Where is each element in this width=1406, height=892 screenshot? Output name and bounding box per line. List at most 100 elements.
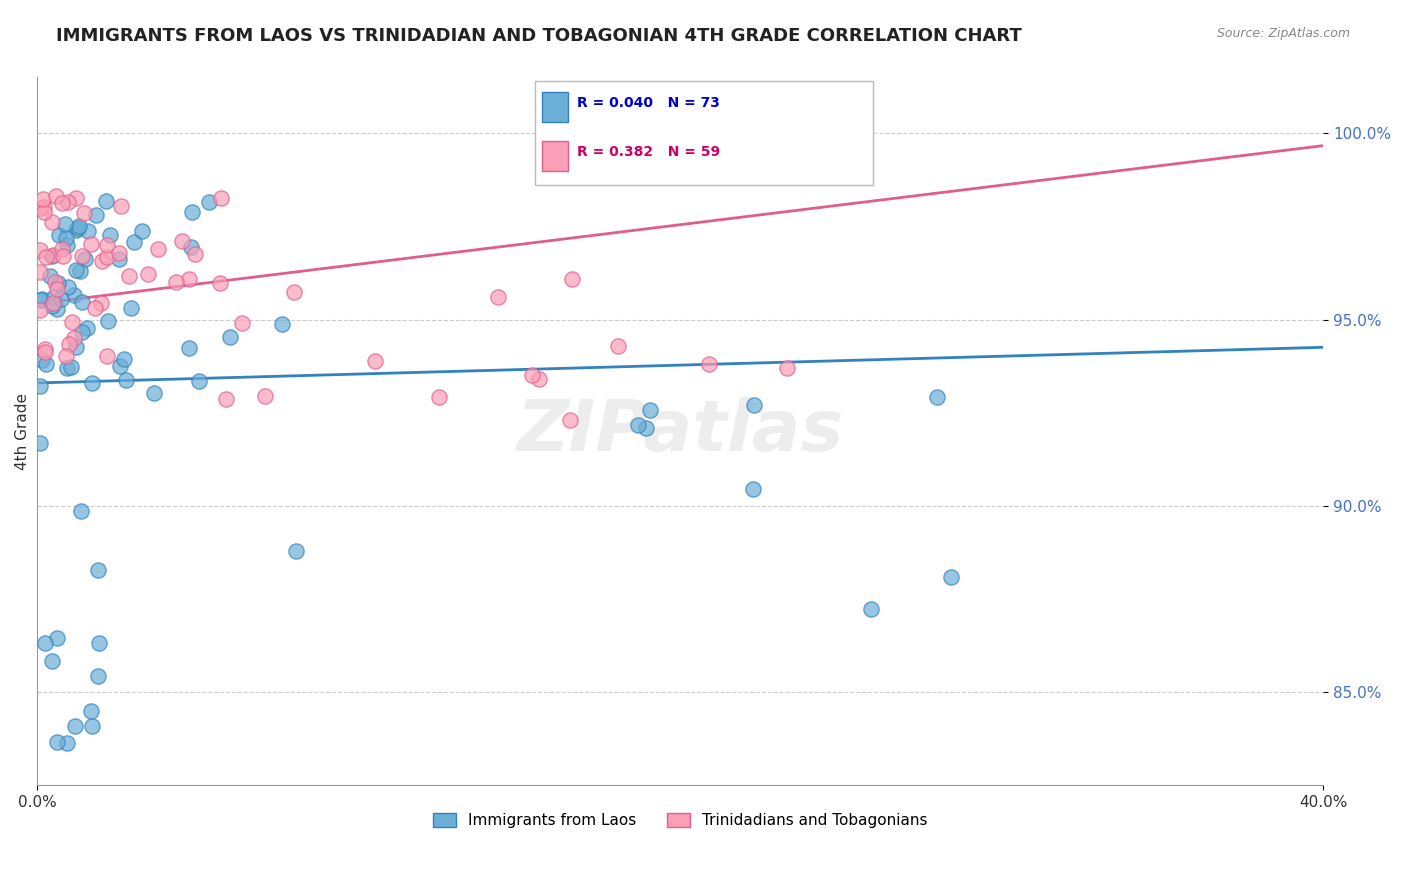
Point <box>96 238 118 252</box>
Text: Source: ZipAtlas.com: Source: ZipAtlas.com <box>1216 27 1350 40</box>
Point <box>38 269 60 284</box>
Point <box>215 392 238 406</box>
Point <box>284 544 307 558</box>
Bar <box>541 93 568 122</box>
Point <box>97 314 120 328</box>
Point <box>138 267 160 281</box>
Point <box>96 250 118 264</box>
Point <box>80 376 103 390</box>
Point <box>607 338 630 352</box>
Point <box>96 349 118 363</box>
Point <box>209 191 232 205</box>
Point <box>107 252 129 266</box>
Point <box>80 704 103 718</box>
Point <box>87 635 110 649</box>
Point <box>70 503 93 517</box>
Point <box>640 403 662 417</box>
Point <box>107 246 129 260</box>
Point <box>79 237 101 252</box>
Point <box>522 368 544 383</box>
Point <box>34 344 56 359</box>
Point <box>32 205 55 219</box>
Point <box>45 631 67 645</box>
Point <box>98 228 121 243</box>
Text: R = 0.382   N = 59: R = 0.382 N = 59 <box>578 145 720 159</box>
Point <box>775 361 797 376</box>
Point <box>32 192 55 206</box>
Point <box>271 317 294 331</box>
Point <box>45 735 67 749</box>
Point <box>120 301 142 315</box>
Point <box>56 280 79 294</box>
Point <box>32 200 55 214</box>
Point <box>30 436 52 450</box>
Point <box>84 208 107 222</box>
Point <box>859 602 882 616</box>
Point <box>76 320 98 334</box>
Point <box>45 282 67 296</box>
Y-axis label: 4th Grade: 4th Grade <box>15 392 30 470</box>
Point <box>73 206 96 220</box>
Point <box>165 276 187 290</box>
Point <box>62 315 84 329</box>
Point <box>80 719 103 733</box>
Point <box>634 421 657 435</box>
Point <box>55 349 77 363</box>
Point <box>184 247 207 261</box>
Point <box>179 341 201 355</box>
Point <box>124 235 146 249</box>
Point <box>55 231 77 245</box>
Legend: Immigrants from Laos, Trinidadians and Tobagonians: Immigrants from Laos, Trinidadians and T… <box>426 806 934 834</box>
Point <box>741 482 763 496</box>
Point <box>742 398 765 412</box>
Point <box>70 295 93 310</box>
Point <box>180 205 202 219</box>
Point <box>30 293 52 307</box>
Point <box>30 243 52 257</box>
Point <box>486 290 509 304</box>
Point <box>94 194 117 208</box>
Point <box>254 389 277 403</box>
Point <box>939 569 962 583</box>
Point <box>77 224 100 238</box>
Point <box>558 412 581 426</box>
Point <box>44 275 66 289</box>
Point <box>30 378 52 392</box>
Point <box>56 238 79 252</box>
Point <box>56 736 79 750</box>
Bar <box>541 141 568 170</box>
Text: ZIPatlas: ZIPatlas <box>516 397 844 466</box>
Point <box>90 296 112 310</box>
Point <box>46 301 69 316</box>
Point <box>34 635 56 649</box>
Point <box>427 390 450 404</box>
Point <box>53 217 76 231</box>
Point <box>42 248 65 262</box>
Point <box>58 337 80 351</box>
Point <box>65 262 87 277</box>
Point <box>925 390 948 404</box>
Point <box>364 354 387 368</box>
Point <box>41 300 63 314</box>
Point <box>65 340 87 354</box>
Point <box>65 191 87 205</box>
Point <box>131 224 153 238</box>
Point <box>66 220 89 235</box>
Point <box>45 189 67 203</box>
Point <box>231 316 253 330</box>
Point <box>30 265 52 279</box>
Point <box>84 301 107 315</box>
Point <box>63 719 86 733</box>
Point <box>63 287 86 301</box>
Point <box>209 276 232 290</box>
Point <box>55 360 77 375</box>
Point <box>31 292 53 306</box>
Bar <box>536 81 873 186</box>
Text: R = 0.040   N = 73: R = 0.040 N = 73 <box>578 96 720 111</box>
Point <box>30 303 52 318</box>
Point <box>118 269 141 284</box>
Text: IMMIGRANTS FROM LAOS VS TRINIDADIAN AND TOBAGONIAN 4TH GRADE CORRELATION CHART: IMMIGRANTS FROM LAOS VS TRINIDADIAN AND … <box>56 27 1022 45</box>
Point <box>65 223 87 237</box>
Point <box>30 201 52 215</box>
Point <box>283 285 305 300</box>
